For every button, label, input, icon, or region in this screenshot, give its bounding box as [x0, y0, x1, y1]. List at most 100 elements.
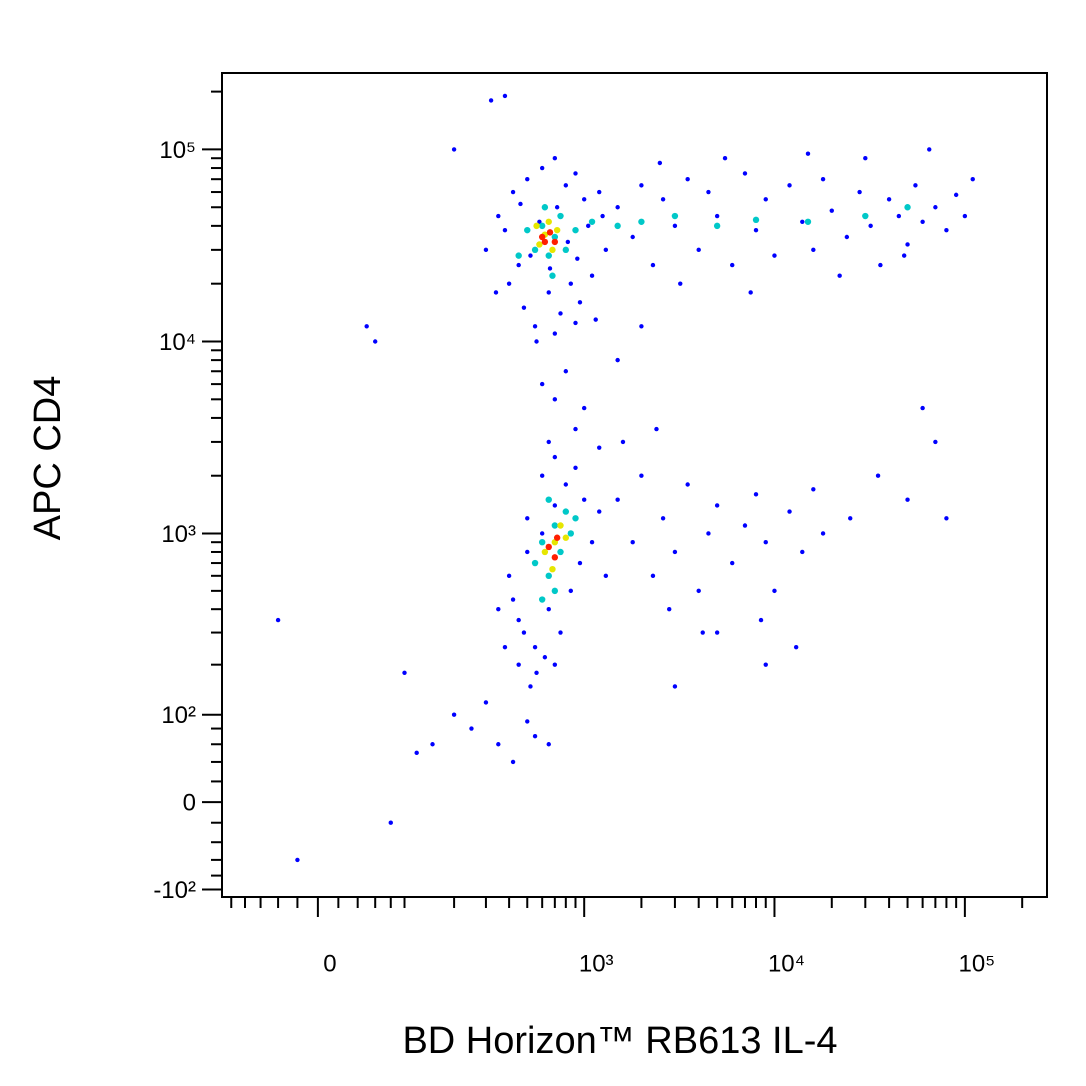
point: [502, 644, 508, 650]
point: [603, 247, 609, 253]
point: [722, 156, 728, 161]
point: [539, 531, 545, 536]
point: [575, 256, 580, 261]
point: [586, 223, 591, 229]
point: [551, 522, 559, 529]
point: [577, 560, 583, 566]
point: [546, 742, 551, 747]
point: [545, 496, 552, 503]
point: [730, 262, 735, 268]
point: [573, 171, 578, 176]
point: [496, 213, 501, 219]
point: [685, 176, 690, 182]
point: [563, 369, 569, 374]
point: [630, 234, 635, 240]
point: [451, 147, 457, 152]
point: [811, 487, 816, 492]
point: [557, 212, 564, 220]
point: [557, 548, 564, 556]
point: [552, 454, 558, 460]
point: [546, 229, 554, 236]
point: [589, 539, 595, 545]
point: [545, 252, 552, 259]
point: [672, 549, 678, 555]
point: [920, 219, 925, 224]
point: [904, 204, 911, 211]
point: [557, 522, 564, 529]
point: [805, 151, 811, 156]
y-tick-label: 0: [183, 789, 196, 816]
point: [516, 262, 521, 268]
point: [532, 324, 538, 329]
point: [696, 588, 701, 594]
point: [562, 246, 570, 254]
point: [603, 573, 609, 579]
point: [660, 197, 666, 202]
point: [567, 530, 575, 537]
point: [857, 189, 862, 195]
point: [862, 212, 869, 220]
y-tick-label: 10⁵: [159, 137, 196, 164]
point: [510, 189, 516, 195]
point: [577, 300, 583, 305]
point: [650, 573, 656, 579]
x-axis-label: BD Horizon™ RB613 IL-4: [402, 1020, 837, 1062]
x-tick-label: 10³: [579, 950, 614, 977]
point: [516, 617, 521, 623]
point: [875, 473, 881, 478]
point: [565, 239, 571, 245]
point: [525, 176, 530, 182]
point: [538, 596, 546, 603]
point: [552, 503, 558, 508]
point: [793, 644, 799, 650]
point: [878, 262, 883, 268]
point: [772, 253, 777, 258]
point: [753, 227, 759, 233]
point: [364, 324, 369, 329]
point: [488, 98, 494, 103]
point: [552, 156, 558, 161]
plot-frame: [221, 72, 1048, 898]
point: [496, 606, 501, 612]
point: [546, 606, 551, 612]
y-tick-label: -10²: [153, 877, 196, 904]
y-tick-label: 10²: [161, 702, 196, 729]
point: [545, 218, 552, 225]
point: [525, 719, 530, 724]
point: [597, 189, 602, 195]
point: [551, 233, 559, 241]
point: [654, 426, 659, 432]
point: [820, 176, 826, 182]
point: [787, 509, 792, 514]
point: [539, 381, 545, 387]
point: [525, 516, 530, 521]
point: [905, 242, 910, 247]
point: [538, 233, 546, 241]
point: [541, 204, 549, 211]
point: [944, 227, 949, 233]
point: [620, 439, 626, 445]
point: [524, 226, 531, 234]
point: [868, 223, 873, 229]
point: [521, 630, 527, 635]
point: [546, 290, 551, 295]
point: [829, 208, 834, 213]
x-tick-label: 10⁴: [768, 950, 805, 977]
point: [730, 560, 735, 566]
x-tick-label: 10⁵: [959, 950, 996, 977]
point: [811, 247, 816, 253]
point: [639, 473, 644, 478]
point: [573, 465, 578, 470]
point: [614, 222, 621, 230]
point: [528, 253, 533, 258]
point: [848, 516, 853, 521]
point: [402, 670, 407, 675]
point: [558, 311, 563, 316]
point: [763, 197, 768, 202]
point: [483, 247, 489, 253]
point: [672, 223, 678, 229]
point: [483, 700, 489, 705]
point: [630, 539, 635, 545]
point: [538, 538, 546, 546]
